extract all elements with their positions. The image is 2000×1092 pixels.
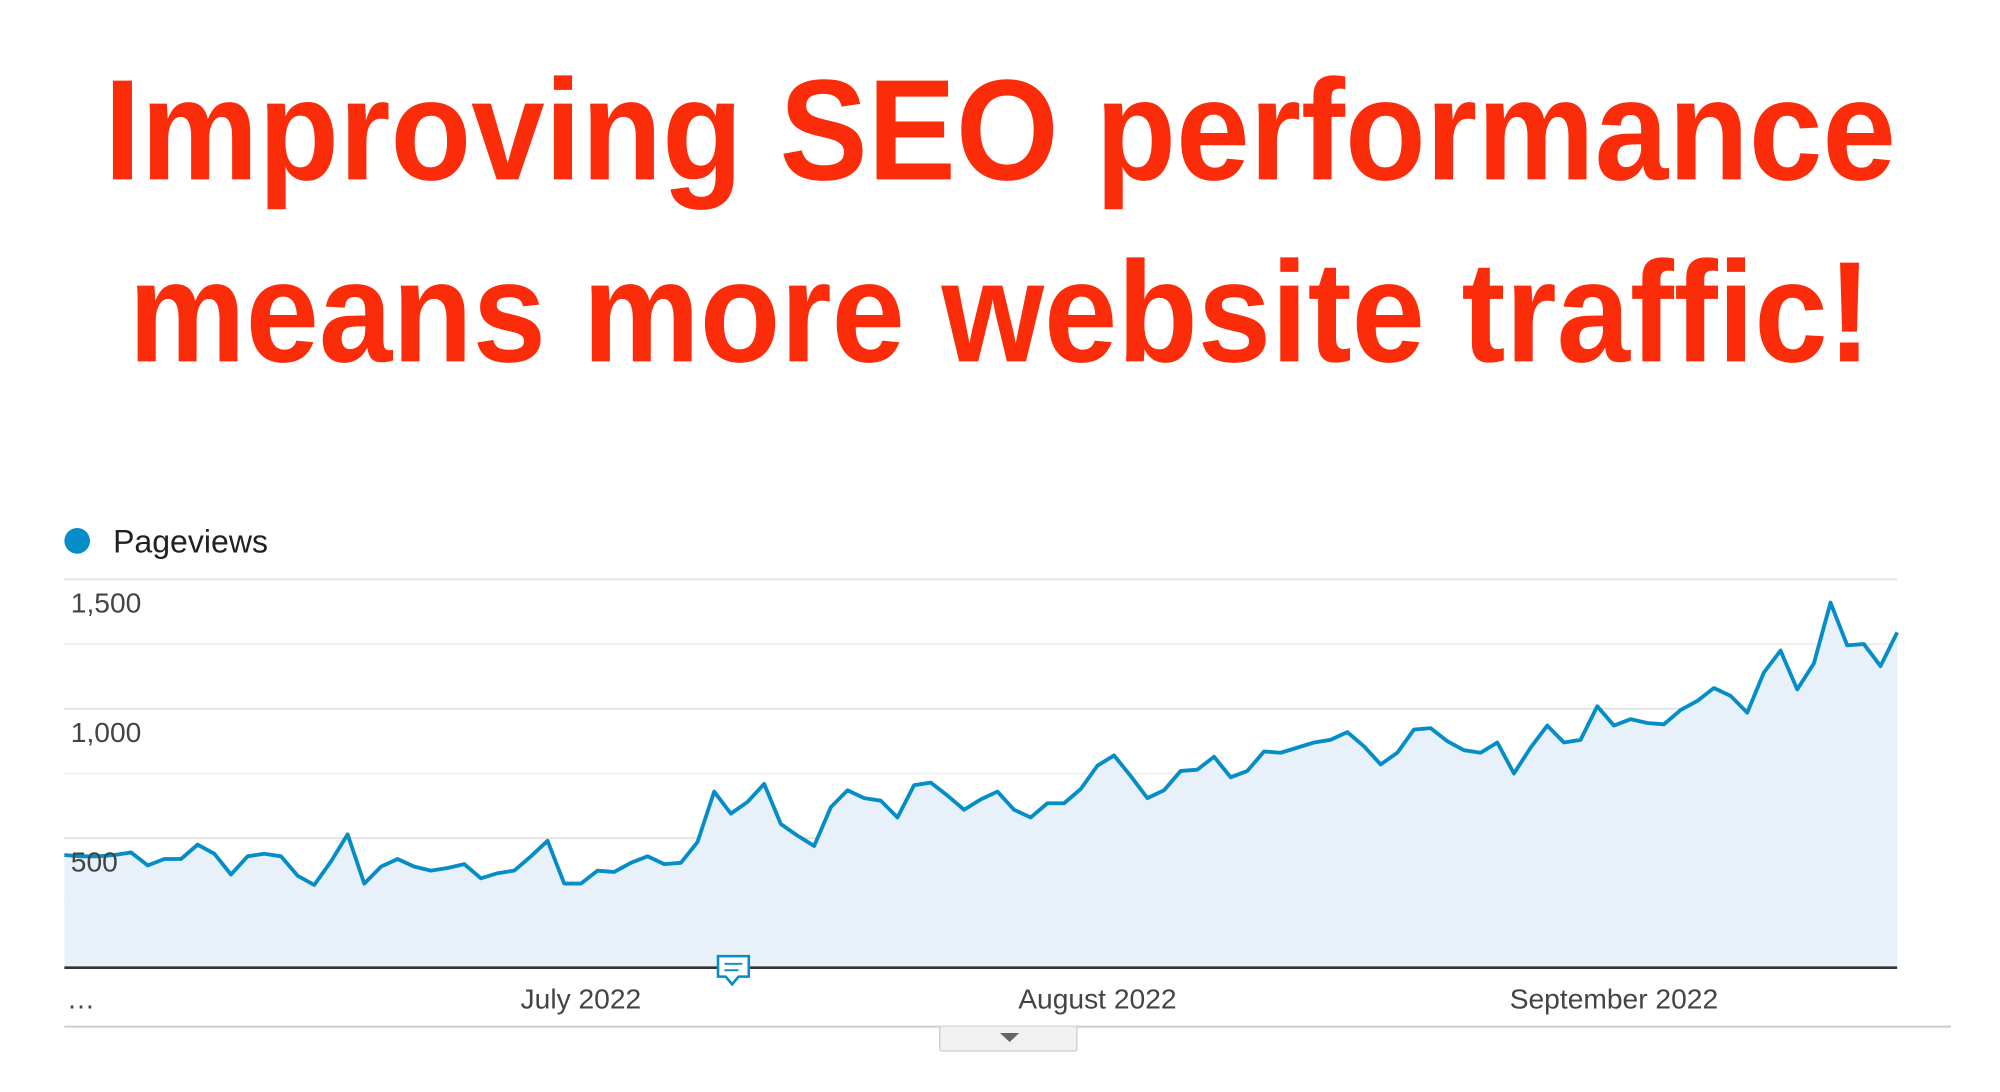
area <box>64 602 1898 968</box>
y-tick-label: 1,000 <box>71 716 142 748</box>
y-tick-label: 500 <box>71 846 118 878</box>
plot: Pageviews 500 1,000 1,500 … July 2022 August 2… <box>64 523 1899 1015</box>
x-tick-label: July 2022 <box>521 983 642 1015</box>
x-tick-label: September 2022 <box>1510 983 1718 1015</box>
title-line: means more website traffic! <box>128 232 1871 392</box>
annotation-icon[interactable] <box>716 954 751 987</box>
y-tick-label: 1,500 <box>71 587 142 619</box>
line <box>64 600 1899 887</box>
expand-arrow <box>1000 1033 1020 1043</box>
x-tick-label: August 2022 <box>1018 983 1176 1015</box>
legend-marker <box>64 528 90 554</box>
title-line: Improving SEO performance <box>104 50 1896 210</box>
x-tick-label: … <box>67 983 95 1015</box>
legend-label: Pageviews <box>113 523 268 559</box>
